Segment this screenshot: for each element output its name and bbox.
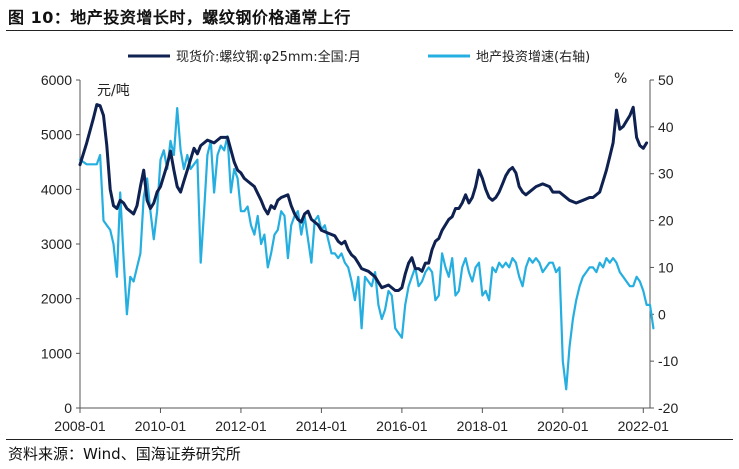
x-ticks: 2008-01 2010-01 2012-01 2014-01 2016-01 2018-… [54, 408, 669, 434]
left-tick-label: 4000 [41, 181, 72, 197]
right-ticks: -20 -10 0 10 20 30 40 50 [650, 72, 678, 416]
right-tick-label: 20 [658, 213, 674, 229]
right-tick-label: 0 [658, 306, 666, 322]
right-tick-label: 50 [658, 72, 674, 88]
source-note: 资料来源：Wind、国海证券研究所 [8, 445, 241, 463]
legend: 现货价:螺纹钢:φ25mm:全国:月 地产投资增速(右轴) [128, 49, 590, 65]
legend-label-invest: 地产投资增速(右轴) [476, 49, 590, 65]
figure-title: 图 10：地产投资增长时，螺纹钢价格通常上行 [8, 8, 351, 27]
left-tick-label: 1000 [41, 345, 72, 361]
right-tick-label: 30 [658, 166, 674, 182]
left-tick-label: 0 [64, 400, 72, 416]
x-tick-label: 2008-01 [54, 418, 106, 434]
x-tick-label: 2010-01 [135, 418, 187, 434]
x-tick-label: 2020-01 [537, 418, 589, 434]
right-axis-unit: % [614, 71, 627, 87]
series-line-price [78, 103, 649, 292]
x-tick-label: 2012-01 [215, 418, 267, 434]
right-tick-label: 40 [658, 119, 674, 135]
x-tick-label: 2022-01 [618, 418, 670, 434]
x-tick-label: 2016-01 [376, 418, 428, 434]
series-line-invest [78, 107, 655, 391]
left-ticks: 0 1000 2000 3000 4000 5000 6000 [41, 72, 80, 416]
right-tick-label: 10 [658, 259, 674, 275]
legend-label-price: 现货价:螺纹钢:φ25mm:全国:月 [176, 49, 361, 65]
left-axis-unit: 元/吨 [97, 83, 130, 99]
left-tick-label: 5000 [41, 127, 72, 143]
left-tick-label: 2000 [41, 291, 72, 307]
left-tick-label: 3000 [41, 236, 72, 252]
x-tick-label: 2018-01 [457, 418, 509, 434]
title-rule [6, 30, 733, 31]
series-lines [78, 103, 655, 391]
right-tick-label: -10 [658, 353, 678, 369]
axes [79, 80, 651, 409]
x-tick-label: 2014-01 [296, 418, 348, 434]
right-tick-label: -20 [658, 400, 678, 416]
left-tick-label: 6000 [41, 72, 72, 88]
source-rule [6, 439, 733, 440]
